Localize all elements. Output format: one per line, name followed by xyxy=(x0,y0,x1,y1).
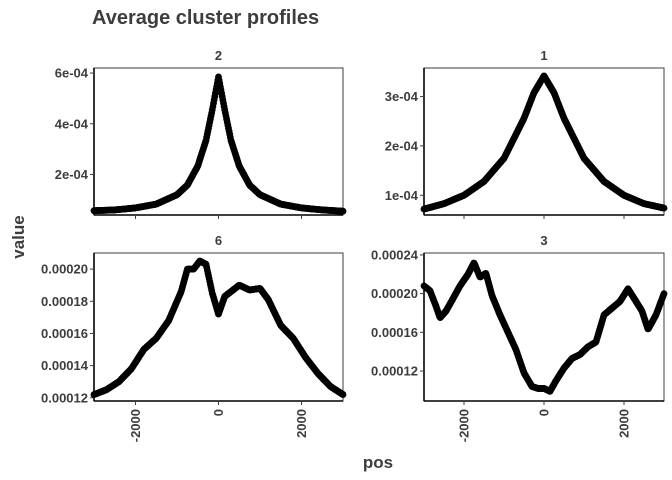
y-tick-label: 0.00018 xyxy=(41,294,88,309)
panel-frame xyxy=(93,252,344,402)
facet-label: 6 xyxy=(215,233,222,248)
x-tick-label: 0 xyxy=(537,409,552,416)
panel-frame xyxy=(423,252,665,402)
y-tick-label: 0.00016 xyxy=(41,326,88,341)
chart-title: Average cluster profiles xyxy=(92,7,319,29)
y-tick-label: 0.00012 xyxy=(41,390,88,405)
facet-label: 3 xyxy=(540,233,547,248)
x-tick-label: -2000 xyxy=(128,409,143,442)
y-tick-label: 2e-04 xyxy=(385,138,419,153)
panel-2: 2 2e-04 4e-04 6e-04 xyxy=(55,48,347,219)
y-tick-label: 0.00012 xyxy=(371,364,418,379)
y-axis-label: value xyxy=(9,215,28,258)
x-tick-label: 2000 xyxy=(617,409,632,438)
x-axis-label: pos xyxy=(363,453,393,472)
y-tick-label: 4e-04 xyxy=(55,116,89,131)
x-tick-label: -2000 xyxy=(457,409,472,442)
y-tick-label: 6e-04 xyxy=(55,66,89,81)
data-point xyxy=(660,290,668,298)
panel-frame xyxy=(423,67,665,216)
facet-label: 2 xyxy=(215,48,222,63)
y-tick-label: 0.00016 xyxy=(371,325,418,340)
data-point xyxy=(339,207,347,215)
facet-panels: 2 2e-04 4e-04 6e-04 1 1e-04 2e-04 3e-04 6 0.00012… xyxy=(41,48,668,442)
y-tick-label: 0.00024 xyxy=(371,247,419,262)
panel-6: 6 0.00012 0.00014 0.00016 0.00018 0.00020 -200… xyxy=(41,233,347,442)
points-series-3 xyxy=(420,259,668,395)
y-tick-label: 0.00020 xyxy=(41,262,88,277)
y-tick-label: 0.00014 xyxy=(41,358,89,373)
panel-3: 3 0.00012 0.00016 0.00020 0.00024 -2000 0 2000 xyxy=(371,233,668,442)
y-tick-label: 3e-04 xyxy=(385,89,419,104)
y-tick-label: 1e-04 xyxy=(385,188,419,203)
x-tick-label: 2000 xyxy=(294,409,309,438)
points-series-1 xyxy=(420,72,668,213)
panel-1: 1 1e-04 2e-04 3e-04 xyxy=(385,48,668,219)
data-point xyxy=(660,204,668,212)
points-series-2 xyxy=(90,73,347,215)
y-tick-label: 0.00020 xyxy=(371,286,418,301)
facet-label: 1 xyxy=(540,48,547,63)
x-tick-label: 0 xyxy=(211,409,226,416)
points-series-6 xyxy=(90,257,347,398)
y-tick-label: 2e-04 xyxy=(55,167,89,182)
data-point xyxy=(339,391,347,398)
